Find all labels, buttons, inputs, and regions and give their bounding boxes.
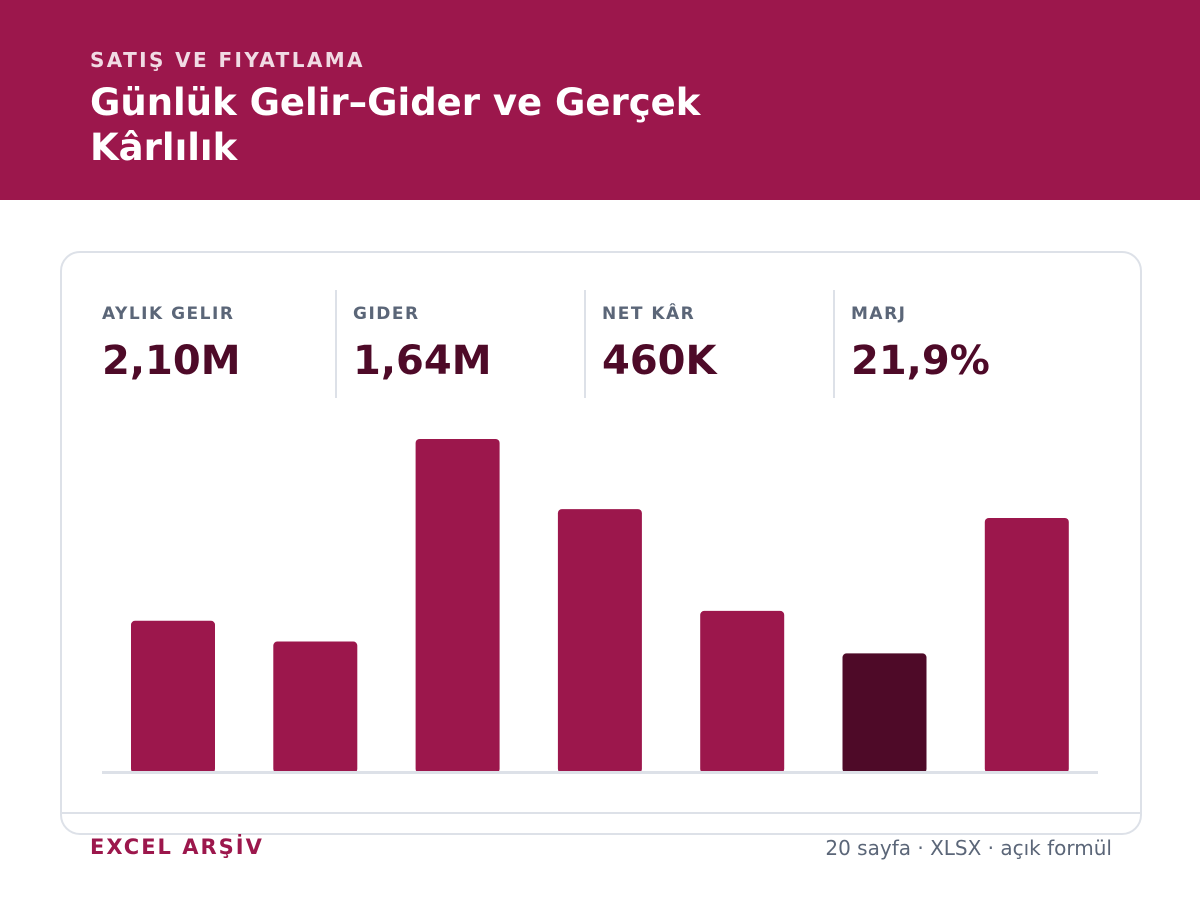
kpi-margin: MARJ 21,9%: [833, 290, 1095, 398]
header-banner: SATIŞ VE FIYATLAMA Günlük Gelir–Gider ve…: [0, 0, 1200, 200]
kpi-value: 2,10M: [102, 338, 241, 384]
section-kicker: SATIŞ VE FIYATLAMA: [90, 48, 365, 72]
kpi-label: AYLIK GELIR: [102, 304, 235, 324]
footer-brand: EXCEL ARŞİV: [90, 835, 264, 859]
page-title: Günlük Gelir–Gider ve Gerçek Kârlılık: [90, 81, 701, 169]
kpi-expense: GIDER 1,64M: [335, 290, 585, 398]
kpi-monthly-revenue: AYLIK GELIR 2,10M: [86, 290, 334, 398]
kpi-value: 21,9%: [851, 338, 990, 384]
kpi-value: 1,64M: [353, 338, 492, 384]
kpi-value: 460K: [602, 338, 717, 384]
card-footer-divider: [60, 812, 1140, 814]
bar-2: [273, 641, 358, 773]
kpi-label: MARJ: [851, 304, 907, 324]
bar-1: [131, 620, 215, 773]
kpi-net-profit: NET KÂR 460K: [584, 290, 834, 398]
footer-meta: 20 sayfa · XLSX · açık formül: [825, 836, 1112, 860]
bar-5: [700, 610, 785, 773]
bar-6: [842, 653, 927, 773]
bar-7: [984, 518, 1069, 773]
kpi-label: NET KÂR: [602, 304, 696, 324]
bar-4: [557, 509, 642, 773]
bar-3: [415, 438, 500, 773]
kpi-label: GIDER: [353, 304, 420, 324]
